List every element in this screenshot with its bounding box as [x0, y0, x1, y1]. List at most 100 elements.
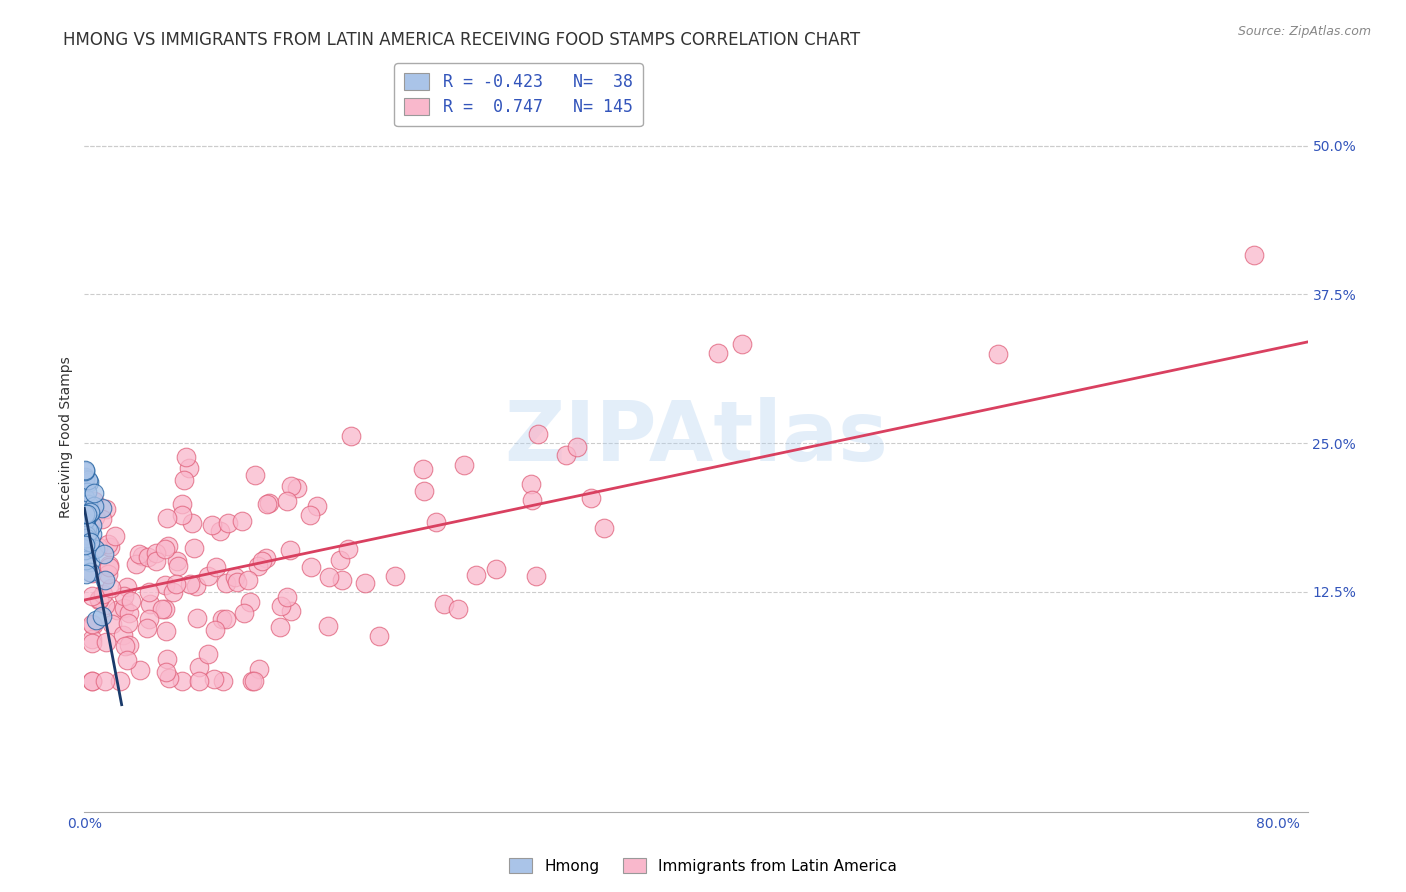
- Point: [75, 543, 97, 558]
- Point: [208, 524, 231, 538]
- Legend: R = -0.423   N=  38, R =  0.747   N= 145: R = -0.423 N= 38, R = 0.747 N= 145: [395, 63, 643, 127]
- Point: [337, 541, 360, 556]
- Point: [215, 612, 238, 626]
- Point: [211, 673, 233, 688]
- Point: [245, 467, 267, 482]
- Point: [453, 458, 475, 472]
- Point: [155, 624, 177, 639]
- Point: [86, 540, 108, 554]
- Point: [318, 570, 340, 584]
- Point: [156, 652, 179, 666]
- Point: [138, 585, 160, 599]
- Point: [520, 492, 543, 507]
- Point: [80, 566, 103, 580]
- Point: [485, 561, 508, 575]
- Point: [91, 512, 114, 526]
- Point: [340, 429, 363, 443]
- Point: [79, 534, 101, 549]
- Point: [97, 558, 120, 572]
- Point: [205, 559, 228, 574]
- Point: [83, 486, 105, 500]
- Point: [270, 599, 292, 613]
- Point: [174, 450, 197, 464]
- Point: [75, 553, 97, 567]
- Point: [75, 531, 97, 545]
- Point: [91, 501, 114, 516]
- Point: [114, 589, 136, 603]
- Point: [247, 559, 270, 574]
- Point: [156, 511, 179, 525]
- Point: [197, 647, 219, 661]
- Point: [153, 578, 176, 592]
- Point: [76, 507, 98, 521]
- Point: [731, 336, 754, 351]
- Point: [187, 673, 209, 688]
- Point: [118, 606, 141, 620]
- Point: [201, 517, 224, 532]
- Point: [91, 587, 114, 601]
- Point: [79, 507, 101, 521]
- Point: [592, 521, 614, 535]
- Point: [299, 560, 322, 574]
- Point: [211, 612, 233, 626]
- Point: [173, 473, 195, 487]
- Point: [131, 549, 153, 564]
- Point: [236, 574, 259, 588]
- Point: [226, 575, 249, 590]
- Point: [242, 673, 264, 688]
- Point: [433, 598, 456, 612]
- Point: [329, 553, 352, 567]
- Point: [76, 497, 98, 511]
- Point: [115, 580, 138, 594]
- Point: [75, 566, 97, 581]
- Point: [114, 639, 136, 653]
- Point: [412, 462, 434, 476]
- Point: [172, 508, 194, 522]
- Point: [224, 570, 246, 584]
- Point: [79, 505, 101, 519]
- Point: [579, 491, 602, 505]
- Point: [707, 346, 730, 360]
- Point: [240, 673, 263, 688]
- Point: [118, 638, 141, 652]
- Point: [80, 589, 103, 603]
- Point: [97, 567, 120, 582]
- Point: [307, 500, 329, 514]
- Point: [76, 520, 98, 534]
- Point: [94, 501, 117, 516]
- Point: [239, 595, 262, 609]
- Point: [170, 497, 193, 511]
- Point: [75, 464, 97, 478]
- Point: [280, 604, 302, 618]
- Text: Source: ZipAtlas.com: Source: ZipAtlas.com: [1237, 25, 1371, 38]
- Text: ZIPAtlas: ZIPAtlas: [503, 397, 889, 477]
- Point: [188, 659, 211, 673]
- Point: [138, 597, 160, 611]
- Point: [186, 611, 208, 625]
- Point: [98, 560, 121, 574]
- Point: [280, 479, 302, 493]
- Point: [316, 618, 339, 632]
- Point: [197, 568, 219, 582]
- Point: [93, 673, 115, 688]
- Point: [100, 582, 122, 596]
- Point: [89, 592, 111, 607]
- Point: [94, 598, 117, 612]
- Point: [83, 510, 105, 524]
- Point: [94, 573, 117, 587]
- Point: [77, 524, 100, 538]
- Point: [170, 673, 193, 688]
- Point: [115, 653, 138, 667]
- Point: [1243, 248, 1265, 262]
- Point: [75, 512, 97, 526]
- Point: [217, 516, 239, 530]
- Point: [276, 493, 298, 508]
- Point: [117, 615, 139, 630]
- Point: [77, 475, 100, 490]
- Point: [204, 623, 226, 637]
- Point: [104, 528, 127, 542]
- Point: [112, 628, 135, 642]
- Point: [233, 606, 256, 620]
- Point: [520, 477, 543, 491]
- Point: [96, 635, 118, 649]
